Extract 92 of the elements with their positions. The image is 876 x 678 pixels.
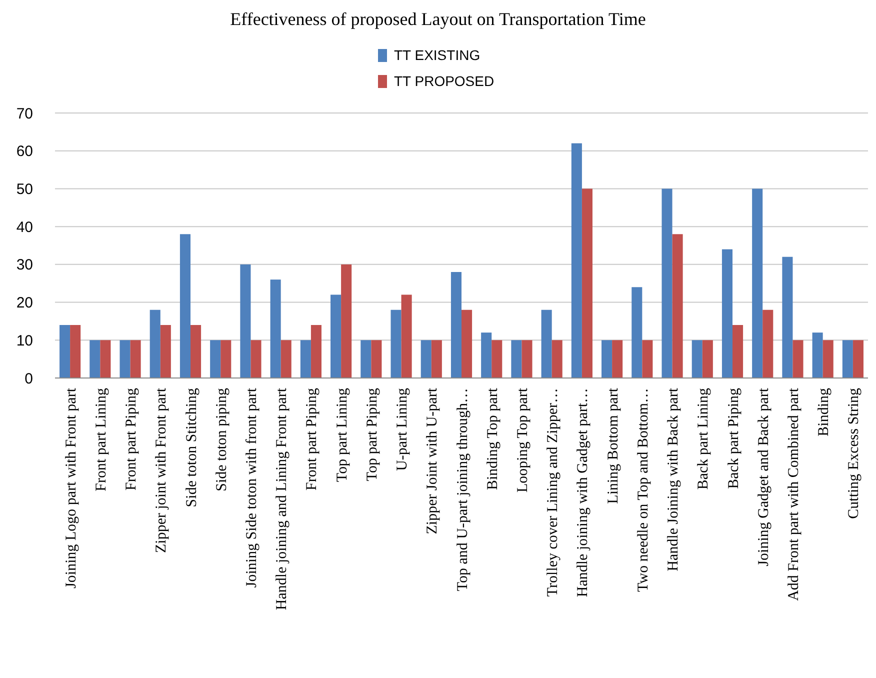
bar bbox=[330, 294, 342, 378]
bar bbox=[511, 340, 522, 378]
y-tick-label: 30 bbox=[16, 256, 33, 274]
bar bbox=[462, 310, 472, 378]
bar bbox=[310, 325, 322, 378]
chart-title: Effectiveness of proposed Layout on Transportation Time bbox=[230, 9, 646, 29]
y-tick-label: 10 bbox=[16, 332, 33, 350]
bar bbox=[341, 264, 352, 378]
y-tick-label: 40 bbox=[16, 218, 33, 236]
legend-label: TT PROPOSED bbox=[394, 72, 494, 89]
bar bbox=[431, 340, 442, 378]
bar bbox=[662, 188, 672, 378]
bar bbox=[120, 340, 130, 378]
bar bbox=[702, 340, 713, 378]
bar bbox=[642, 340, 653, 378]
x-tick-label: Zipper Joint with U-part bbox=[424, 387, 441, 534]
bar bbox=[190, 325, 202, 378]
bar bbox=[762, 310, 774, 378]
x-tick-label: Front part Piping bbox=[304, 388, 320, 491]
x-tick-label: Front part Lining bbox=[93, 388, 110, 492]
y-tick-label: 60 bbox=[16, 143, 33, 160]
bar bbox=[732, 325, 744, 378]
x-tick-label: Binding bbox=[816, 388, 832, 436]
bar bbox=[70, 325, 81, 378]
bar bbox=[541, 310, 552, 378]
bar bbox=[602, 340, 612, 378]
x-tick-label: Add Front part with Combined part bbox=[786, 387, 802, 601]
bar bbox=[60, 325, 70, 378]
bar bbox=[390, 310, 402, 378]
bar bbox=[752, 188, 763, 378]
x-tick-label: Joining Gadget and Back part bbox=[756, 387, 772, 566]
bar bbox=[852, 340, 864, 378]
x-tick-label: Cutting Excess String bbox=[846, 388, 862, 519]
x-tick-label: Looping Top part bbox=[514, 387, 531, 492]
x-tick-label: Lining Bottom part bbox=[605, 387, 622, 504]
bar bbox=[672, 234, 683, 378]
x-tick-label: Binding Top part bbox=[484, 387, 501, 490]
bar bbox=[842, 340, 853, 378]
x-tick-label: Back part Lining bbox=[696, 388, 712, 490]
bar bbox=[100, 340, 111, 378]
bar bbox=[582, 188, 592, 378]
bar bbox=[492, 340, 502, 378]
x-tick-label: U-part Lining bbox=[394, 388, 411, 471]
bar bbox=[812, 332, 823, 378]
x-tick-label: Trolley cover Lining and Zipper… bbox=[545, 388, 562, 597]
x-tick-label: Handle Joining with Back part bbox=[666, 387, 682, 572]
x-tick-label: Two needle on Top and Bottom… bbox=[635, 388, 652, 592]
bar bbox=[90, 340, 100, 378]
bar bbox=[210, 340, 221, 378]
bar bbox=[270, 280, 281, 378]
legend-label: TT EXISTING bbox=[394, 46, 480, 63]
bar bbox=[571, 143, 582, 378]
bar bbox=[450, 272, 462, 378]
x-tick-label: Joining Logo part with Front part bbox=[63, 387, 80, 588]
bar bbox=[220, 340, 232, 378]
x-tick-label: Top part Piping bbox=[364, 388, 380, 482]
bar bbox=[360, 340, 372, 378]
y-tick-label: 70 bbox=[16, 105, 33, 122]
bar bbox=[782, 256, 793, 378]
y-tick-label: 50 bbox=[16, 180, 33, 198]
x-tick-label: Front part Piping bbox=[124, 388, 140, 491]
bar bbox=[612, 340, 623, 378]
bar bbox=[692, 340, 702, 378]
x-tick-label: Zipper joint with Front part bbox=[154, 387, 170, 553]
bar bbox=[150, 310, 160, 378]
bar bbox=[130, 340, 141, 378]
bar bbox=[300, 340, 311, 378]
x-tick-label: Handle joining with Gadget part… bbox=[575, 388, 592, 598]
bar bbox=[481, 332, 492, 378]
x-tick-label: Back part Piping bbox=[726, 388, 742, 489]
bar bbox=[240, 264, 251, 378]
bar bbox=[792, 340, 804, 378]
bar bbox=[420, 340, 432, 378]
x-tick-label: Joining Side toton with front part bbox=[244, 387, 260, 588]
bar bbox=[552, 340, 562, 378]
x-tick-label: Side toton piping bbox=[214, 388, 230, 492]
bar bbox=[371, 340, 382, 378]
x-tick-label: Side toton Stitching bbox=[184, 388, 200, 508]
bar bbox=[822, 340, 834, 378]
bar bbox=[280, 340, 292, 378]
bar bbox=[250, 340, 262, 378]
bar bbox=[632, 287, 642, 378]
bar bbox=[722, 249, 732, 378]
x-tick-label: Top part Lining bbox=[334, 388, 350, 482]
x-tick-label: Top and U-part joining through… bbox=[454, 388, 471, 592]
bar bbox=[522, 340, 532, 378]
bar bbox=[160, 325, 171, 378]
bar bbox=[401, 294, 412, 378]
y-tick-label: 20 bbox=[16, 294, 33, 312]
y-tick-label: 0 bbox=[24, 370, 33, 388]
bar bbox=[180, 234, 190, 378]
x-tick-label: Handle joining and Lining Front part bbox=[274, 387, 290, 610]
